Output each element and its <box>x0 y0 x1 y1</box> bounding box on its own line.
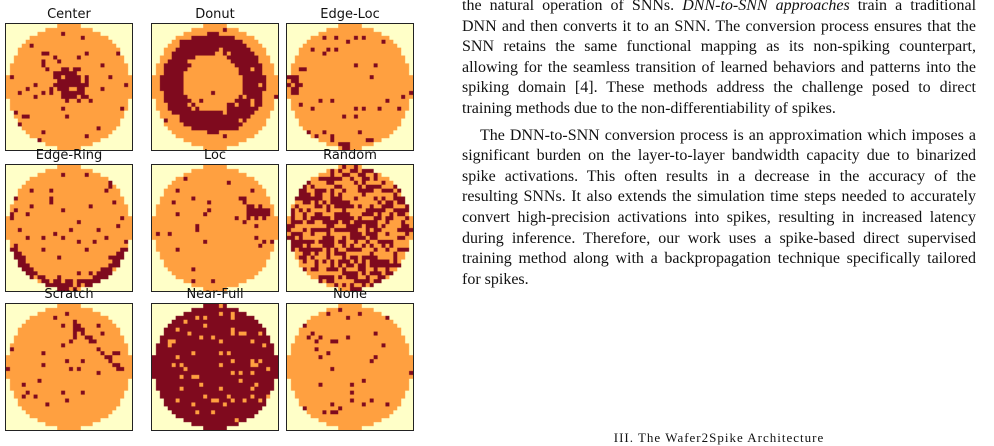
body-text-column: the natural operation of SNNs. DNN-to-SN… <box>462 0 976 290</box>
wafer-label: Center <box>47 7 91 22</box>
wafer-map-edge-ring <box>5 164 133 292</box>
wafer-label: Donut <box>195 7 235 22</box>
wafer-label: Random <box>323 148 377 163</box>
wafer-label: Near-Full <box>186 287 244 302</box>
wafer-map-center <box>5 23 133 151</box>
section-heading: III. The Wafer2Spike Architecture <box>613 430 825 445</box>
paragraph-dnn-to-snn-approaches: the natural operation of SNNs. DNN-to-SN… <box>462 0 976 120</box>
wafer-map-near-full <box>151 303 279 431</box>
wafer-label: Edge-Ring <box>35 148 103 163</box>
wafer-map-donut <box>151 23 279 151</box>
wafer-map-random <box>286 164 414 292</box>
wafer-map-scratch <box>5 303 133 431</box>
wafer-map-edge-loc <box>286 23 414 151</box>
wafer-label: Scratch <box>44 287 94 302</box>
wafer-label: Edge-Loc <box>320 7 380 22</box>
wafer-label: None <box>333 287 367 302</box>
wafer-label: Loc <box>203 148 227 163</box>
text-span: train a traditional DNN and then convert… <box>462 0 977 117</box>
wafer-map-none <box>286 303 414 431</box>
wafer-defect-figure: Center Donut Edge-Loc Edge-Ring Loc Rand… <box>0 0 440 444</box>
emphasis-term: DNN-to-SNN approaches <box>682 0 850 14</box>
paragraph-conversion-process: The DNN-to-SNN conversion process is an … <box>462 126 976 288</box>
wafer-map-loc <box>151 164 279 292</box>
text-span: the natural operation of SNNs. <box>462 0 683 14</box>
